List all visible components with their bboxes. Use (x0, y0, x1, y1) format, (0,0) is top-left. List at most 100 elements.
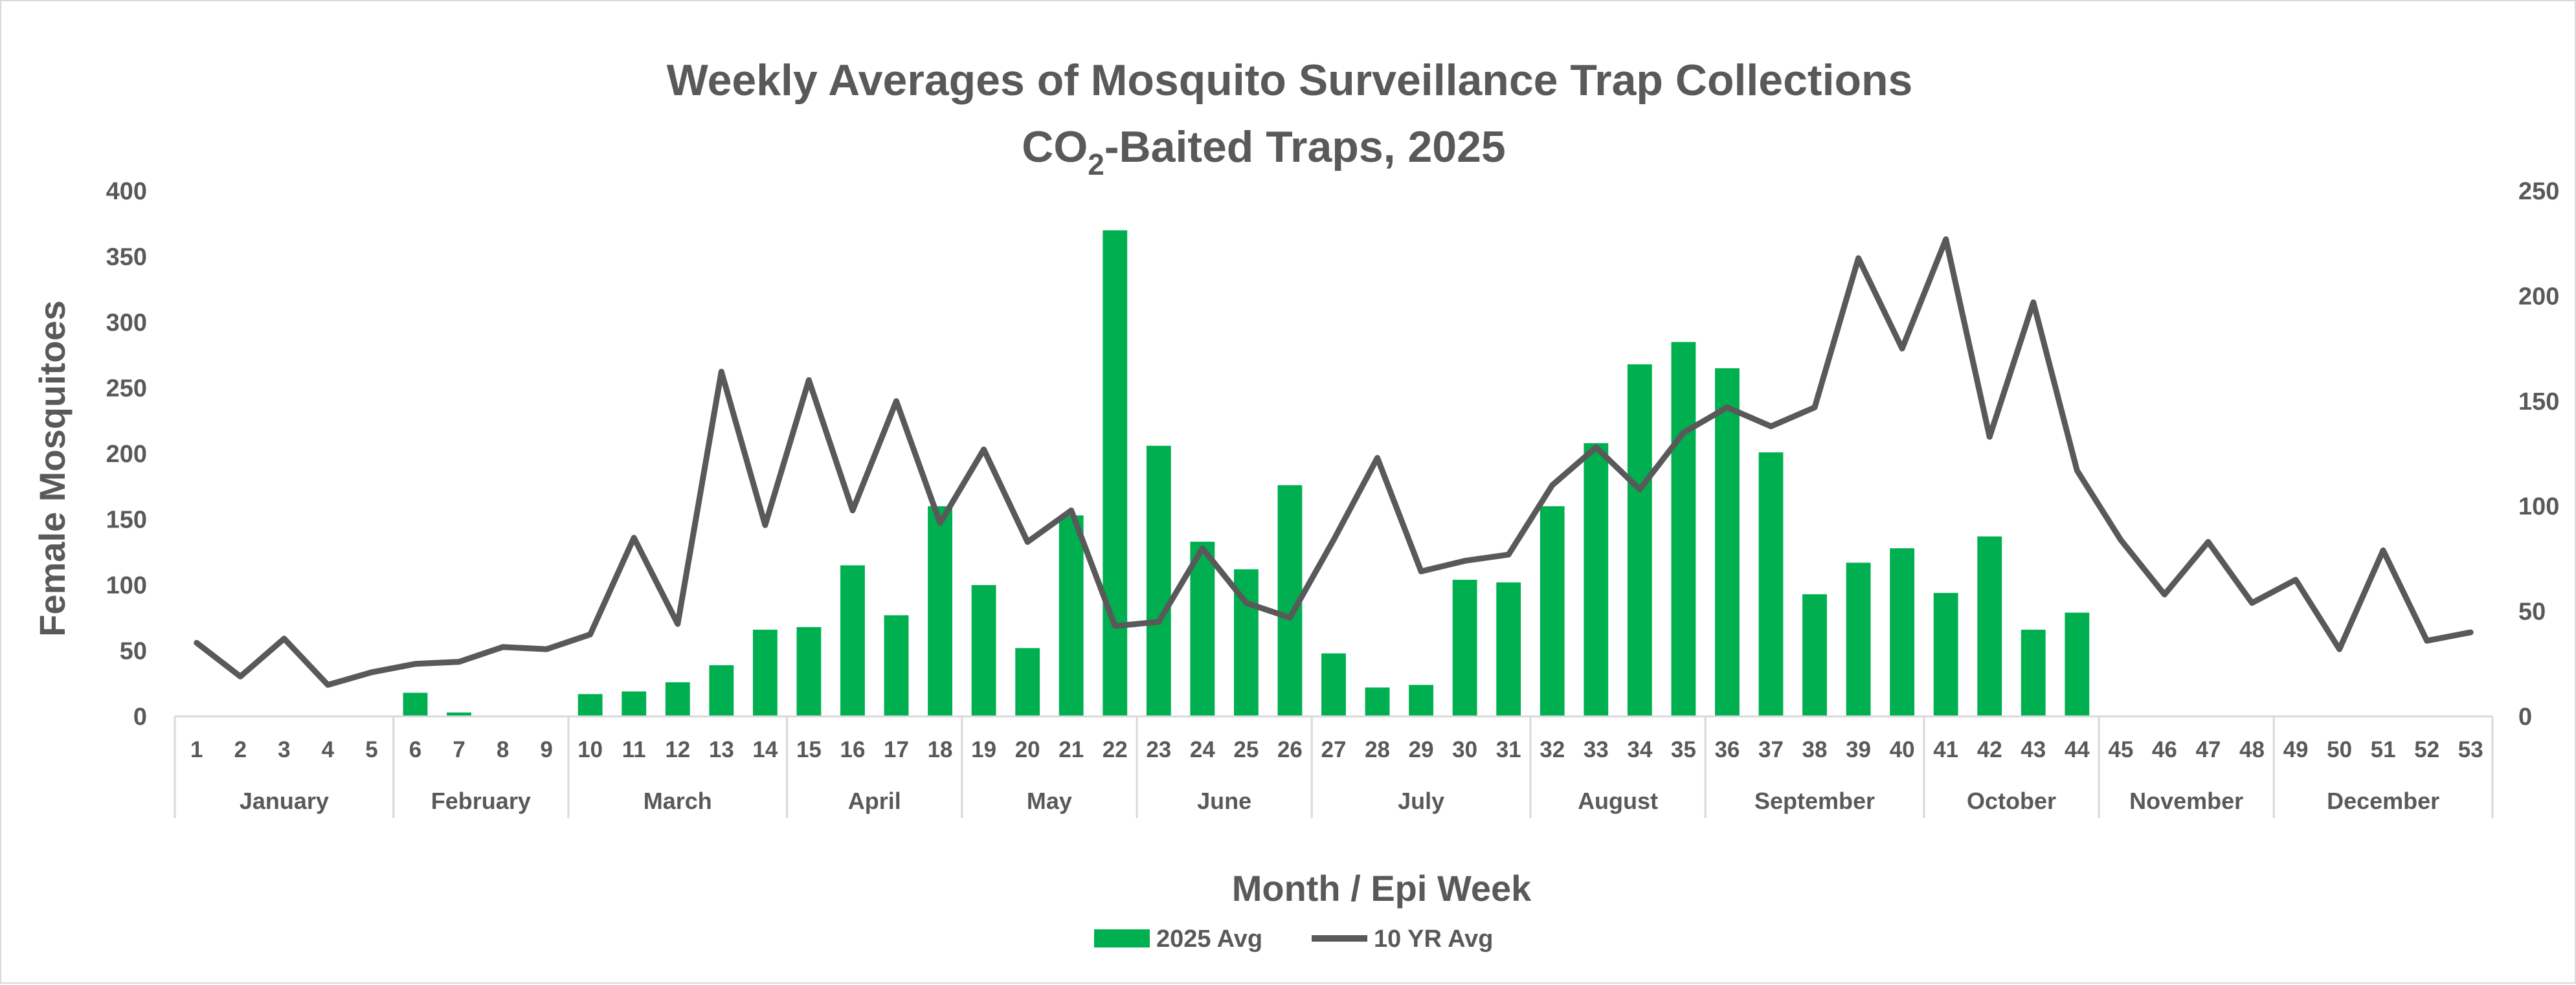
x-month-label-february: February (431, 788, 531, 814)
x-tick-week-45: 45 (2108, 737, 2133, 762)
x-tick-week-36: 36 (1714, 737, 1740, 762)
y-tick-right-250: 250 (2518, 178, 2559, 205)
x-month-label-november: November (2129, 788, 2243, 814)
bar-week-15 (797, 627, 822, 716)
line-10yr-avg (197, 239, 2470, 685)
x-tick-week-30: 30 (1452, 737, 1477, 762)
y-tick-right-150: 150 (2518, 388, 2559, 415)
x-tick-week-39: 39 (1846, 737, 1871, 762)
x-month-label-july: July (1398, 788, 1444, 814)
x-month-label-december: December (2327, 788, 2439, 814)
x-tick-week-40: 40 (1890, 737, 1915, 762)
bar-week-13 (709, 665, 734, 716)
bar-week-38 (1802, 594, 1827, 716)
y-tick-right-200: 200 (2518, 283, 2559, 310)
x-tick-week-33: 33 (1584, 737, 1609, 762)
x-tick-week-27: 27 (1321, 737, 1347, 762)
y-tick-left-150: 150 (106, 507, 147, 534)
x-tick-week-35: 35 (1671, 737, 1696, 762)
y-tick-left-0: 0 (133, 703, 147, 731)
chart-title: Weekly Averages of Mosquito Surveillance… (667, 56, 1913, 105)
bar-week-36 (1715, 368, 1740, 716)
y-axis-label: Female Mosquitoes (32, 300, 73, 637)
x-tick-week-11: 11 (622, 737, 646, 762)
x-tick-week-6: 6 (409, 737, 421, 762)
legend-swatch-bar (1094, 929, 1150, 947)
x-tick-week-19: 19 (971, 737, 996, 762)
x-month-label-may: May (1027, 788, 1072, 814)
bar-week-44 (2065, 613, 2089, 716)
x-tick-week-15: 15 (796, 737, 822, 762)
bar-week-40 (1890, 548, 1914, 716)
legend: 2025 Avg 10 YR Avg (1094, 925, 1493, 953)
bar-week-41 (1934, 593, 1958, 716)
x-tick-week-17: 17 (884, 737, 909, 762)
bar-week-32 (1540, 506, 1565, 716)
x-tick-week-8: 8 (497, 737, 509, 762)
x-tick-week-47: 47 (2195, 737, 2221, 762)
bar-week-42 (1977, 537, 2002, 716)
x-tick-week-9: 9 (540, 737, 552, 762)
x-tick-week-24: 24 (1190, 737, 1215, 762)
bar-week-11 (622, 691, 646, 716)
bar-week-21 (1059, 515, 1084, 716)
y-tick-left-200: 200 (106, 441, 147, 468)
y-tick-left-400: 400 (106, 178, 147, 205)
bar-week-39 (1846, 562, 1871, 716)
x-tick-week-7: 7 (453, 737, 465, 762)
x-tick-week-32: 32 (1540, 737, 1565, 762)
x-tick-week-5: 5 (365, 737, 377, 762)
x-tick-week-21: 21 (1058, 737, 1084, 762)
x-tick-week-22: 22 (1103, 737, 1128, 762)
x-tick-week-18: 18 (928, 737, 953, 762)
x-tick-week-23: 23 (1146, 737, 1171, 762)
bar-week-14 (753, 630, 778, 716)
y-tick-right-50: 50 (2518, 599, 2546, 626)
bar-week-6 (403, 692, 428, 716)
x-tick-week-14: 14 (752, 737, 778, 762)
y-tick-left-50: 50 (120, 638, 147, 665)
x-month-label-january: January (240, 788, 329, 814)
x-month-label-september: September (1754, 788, 1875, 814)
x-tick-week-13: 13 (709, 737, 734, 762)
bar-week-28 (1365, 687, 1390, 716)
x-tick-week-38: 38 (1802, 737, 1828, 762)
x-tick-week-31: 31 (1496, 737, 1521, 762)
x-month-label-august: August (1578, 788, 1658, 814)
x-tick-week-4: 4 (322, 737, 335, 762)
chart-subtitle: CO2-Baited Traps, 2025 (1022, 122, 1505, 181)
bar-week-34 (1628, 364, 1652, 716)
legend-label-2025: 2025 Avg (1156, 925, 1262, 953)
x-tick-week-20: 20 (1015, 737, 1040, 762)
bar-week-23 (1147, 446, 1171, 716)
x-axis-label: Month / Epi Week (1232, 868, 1532, 909)
y-tick-left-100: 100 (106, 572, 147, 599)
x-tick-week-52: 52 (2414, 737, 2439, 762)
x-tick-week-50: 50 (2327, 737, 2352, 762)
bar-week-37 (1759, 452, 1784, 716)
x-tick-week-10: 10 (577, 737, 603, 762)
y-tick-left-300: 300 (106, 309, 147, 337)
x-tick-week-28: 28 (1365, 737, 1390, 762)
x-month-label-october: October (1967, 788, 2056, 814)
x-tick-week-37: 37 (1758, 737, 1784, 762)
x-month-label-march: March (644, 788, 712, 814)
x-tick-week-49: 49 (2283, 737, 2309, 762)
x-tick-week-42: 42 (1977, 737, 2002, 762)
bar-week-43 (2021, 630, 2046, 716)
x-tick-week-26: 26 (1277, 737, 1303, 762)
bar-week-22 (1103, 230, 1127, 716)
bar-week-17 (884, 615, 909, 716)
bar-week-35 (1671, 342, 1696, 716)
bar-week-31 (1496, 582, 1521, 716)
bar-week-12 (666, 682, 690, 716)
x-tick-week-34: 34 (1627, 737, 1652, 762)
bar-week-16 (840, 566, 865, 716)
x-tick-week-25: 25 (1233, 737, 1259, 762)
x-tick-week-3: 3 (278, 737, 290, 762)
x-month-label-june: June (1197, 788, 1251, 814)
bar-week-33 (1584, 443, 1608, 716)
legend-label-10yr: 10 YR Avg (1374, 925, 1493, 953)
x-tick-week-12: 12 (665, 737, 690, 762)
